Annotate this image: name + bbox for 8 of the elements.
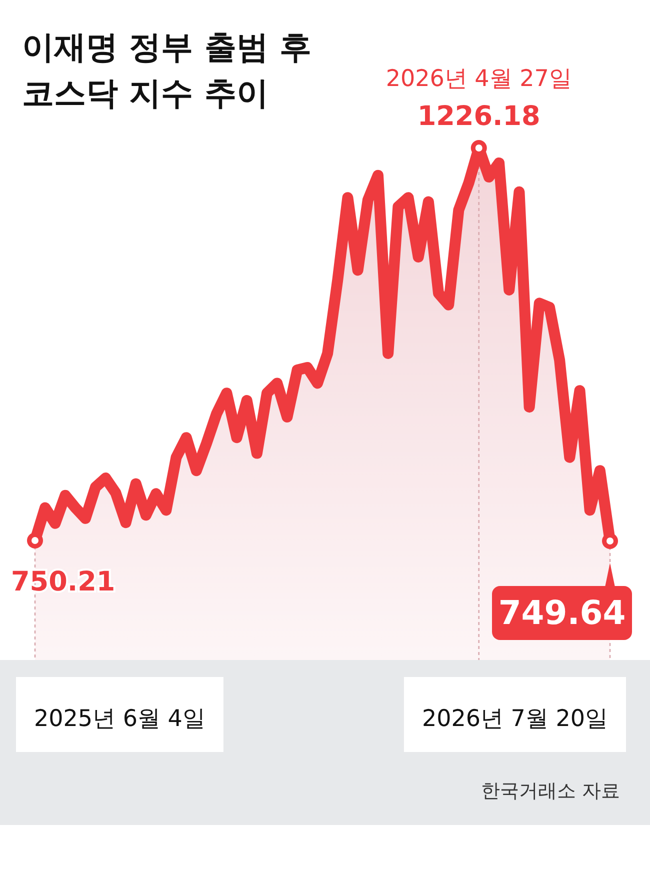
data-label: 749.64: [498, 593, 626, 632]
chart-title: 이재명 정부 출범 후 코스닥 지수 추이: [22, 28, 312, 112]
annotation: 한국거래소 자료: [480, 780, 620, 802]
annotation: 2026년 7월 20일: [422, 706, 608, 732]
data-label: 1226.18: [417, 101, 540, 132]
text: 2026년 4월 27일: [386, 66, 572, 92]
data-label: 750.21: [11, 566, 116, 598]
annotation: 2025년 6월 4일: [34, 706, 206, 732]
